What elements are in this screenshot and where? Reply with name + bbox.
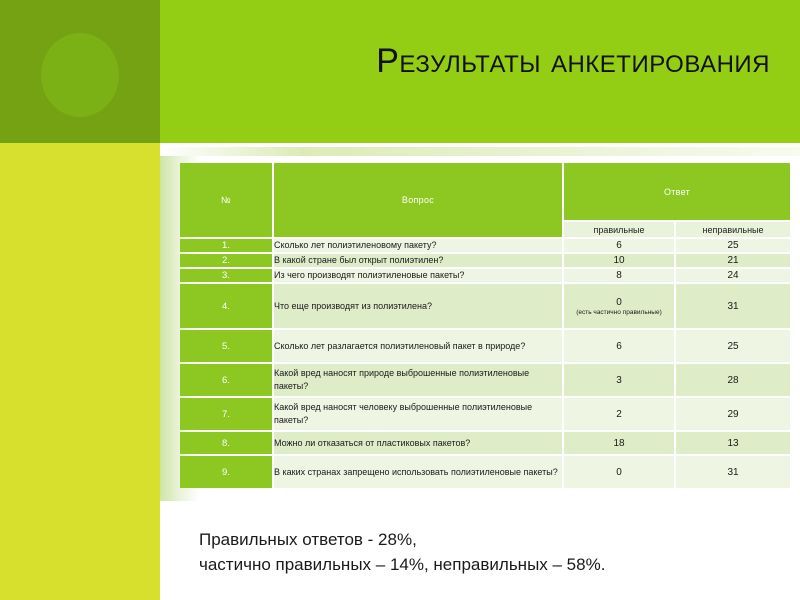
- cell-correct-count: 2: [564, 398, 674, 431]
- cell-correct-count: 6: [564, 239, 674, 253]
- page-title: Результаты анкетирования: [376, 42, 770, 80]
- table-row: 4. Что еще производят из полиэтилена? 0 …: [180, 284, 791, 329]
- cell-question: В каких странах запрещено использовать п…: [274, 456, 562, 489]
- table-row: 7. Какой вред наносят человеку выброшенн…: [180, 398, 791, 431]
- summary-line-2: частично правильных – 14%, неправильных …: [199, 554, 606, 574]
- column-header-answer: Ответ: [564, 163, 791, 220]
- table-row: 5. Сколько лет разлагается полиэтиленовы…: [180, 330, 791, 363]
- survey-table-container: № Вопрос Ответ правильные неправильные 1…: [178, 161, 791, 490]
- cell-row-number: 7.: [180, 398, 272, 431]
- summary-line-1: Правильных ответов - 28%,: [199, 530, 417, 549]
- cell-question: Какой вред наносят природе выброшенные п…: [274, 364, 562, 397]
- cell-incorrect-count: 31: [676, 284, 791, 329]
- cell-incorrect-count: 21: [676, 254, 791, 268]
- cell-row-number: 8.: [180, 432, 272, 455]
- cell-correct-count: 0 (есть частично правильные): [564, 284, 674, 329]
- cell-question: Из чего производят полиэтиленовые пакеты…: [274, 269, 562, 283]
- cell-question: В какой стране был открыт полиэтилен?: [274, 254, 562, 268]
- cell-row-number: 2.: [180, 254, 272, 268]
- cell-incorrect-count: 25: [676, 239, 791, 253]
- column-header-incorrect: неправильные: [676, 222, 791, 237]
- table-header-row-sub: правильные неправильные: [180, 222, 791, 237]
- column-header-number: №: [180, 163, 272, 237]
- cell-correct-count: 0: [564, 456, 674, 489]
- cell-question: Сколько лет разлагается полиэтиленовый п…: [274, 330, 562, 363]
- cell-correct-count: 6: [564, 330, 674, 363]
- survey-results-table: № Вопрос Ответ правильные неправильные 1…: [178, 161, 792, 490]
- cell-correct-count: 10: [564, 254, 674, 268]
- cell-incorrect-count: 31: [676, 456, 791, 489]
- table-row: 8. Можно ли отказаться от пластиковых па…: [180, 432, 791, 455]
- cell-correct-value: 0: [616, 296, 622, 308]
- left-decor-panel-top: [0, 0, 160, 143]
- table-body: 1. Сколько лет полиэтиленовому пакету? 6…: [180, 239, 791, 489]
- cell-incorrect-count: 13: [676, 432, 791, 455]
- cell-question: Сколько лет полиэтиленовому пакету?: [274, 239, 562, 253]
- cell-question: Какой вред наносят человеку выброшенные …: [274, 398, 562, 431]
- table-row: 9. В каких странах запрещено использоват…: [180, 456, 791, 489]
- cell-question: Что еще производят из полиэтилена?: [274, 284, 562, 329]
- cell-row-number: 1.: [180, 239, 272, 253]
- table-head: № Вопрос Ответ правильные неправильные: [180, 163, 791, 237]
- cell-correct-count: 3: [564, 364, 674, 397]
- cell-row-number: 9.: [180, 456, 272, 489]
- cell-correct-count: 8: [564, 269, 674, 283]
- cell-row-number: 4.: [180, 284, 272, 329]
- cell-row-number: 6.: [180, 364, 272, 397]
- cell-incorrect-count: 28: [676, 364, 791, 397]
- table-row: 3. Из чего производят полиэтиленовые пак…: [180, 269, 791, 283]
- column-header-question: Вопрос: [274, 163, 562, 237]
- table-row: 6. Какой вред наносят природе выброшенны…: [180, 364, 791, 397]
- cell-row-number: 3.: [180, 269, 272, 283]
- title-banner: [160, 0, 800, 143]
- cell-row-number: 5.: [180, 330, 272, 363]
- summary-text: Правильных ответов - 28%, частично прави…: [199, 528, 759, 577]
- title-soft-gradient: [160, 147, 800, 156]
- cell-incorrect-count: 24: [676, 269, 791, 283]
- title-underline-rule: [160, 143, 800, 147]
- table-row: 2. В какой стране был открыт полиэтилен?…: [180, 254, 791, 268]
- left-decor-panel-bottom: [0, 143, 160, 600]
- table-header-row-main: № Вопрос Ответ: [180, 163, 791, 237]
- column-header-correct: правильные: [564, 222, 674, 237]
- cell-correct-note: (есть частично правильные): [576, 308, 662, 316]
- cell-incorrect-count: 25: [676, 330, 791, 363]
- cell-question: Можно ли отказаться от пластиковых пакет…: [274, 432, 562, 455]
- cell-correct-count: 18: [564, 432, 674, 455]
- cell-incorrect-count: 29: [676, 398, 791, 431]
- decorative-circle-shape: [41, 33, 119, 117]
- table-row: 1. Сколько лет полиэтиленовому пакету? 6…: [180, 239, 791, 253]
